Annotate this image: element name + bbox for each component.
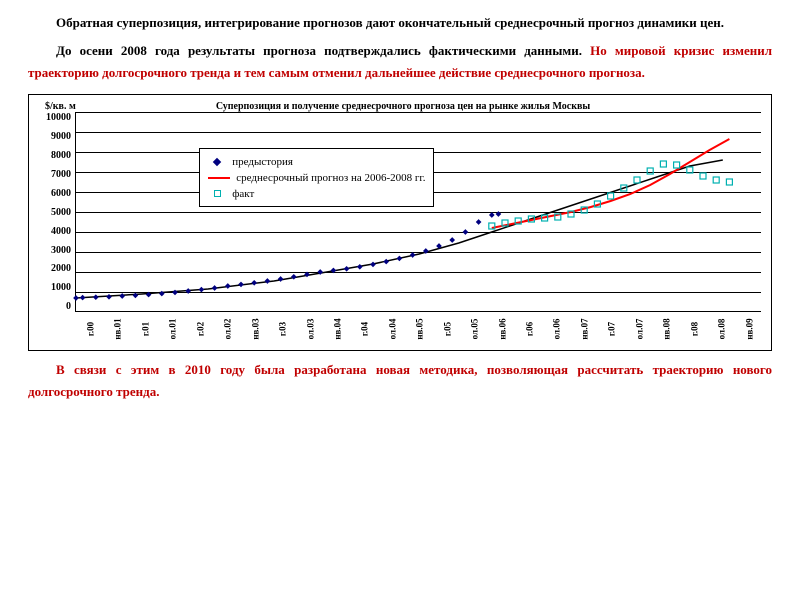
y-tick: 9000 — [51, 131, 71, 142]
legend: предыстория среднесрочный прогноз на 2006… — [199, 148, 434, 207]
legend-marker — [208, 177, 230, 179]
x-axis: г.00нв.01г.01ол.01г.02ол.02нв.03г.03ол.0… — [75, 312, 761, 346]
y-tick: 10000 — [46, 112, 71, 123]
legend-marker — [208, 190, 226, 197]
y-tick: 0 — [66, 301, 71, 312]
y-axis: 1000090008000700060005000400030002000100… — [35, 112, 75, 312]
y-axis-label: $/кв. м — [35, 101, 85, 112]
para1-text: Обратная суперпозиция, интегрирование пр… — [56, 15, 724, 30]
legend-item: факт — [208, 186, 425, 201]
legend-label: предыстория — [232, 156, 293, 168]
chart-container: $/кв. м Суперпозиция и получение среднес… — [28, 94, 772, 351]
y-tick: 6000 — [51, 188, 71, 199]
y-tick: 3000 — [51, 245, 71, 256]
para2a-text: До осени 2008 года результаты прогноза п… — [56, 43, 582, 58]
legend-item: предыстория — [208, 154, 425, 169]
chart-header: $/кв. м Суперпозиция и получение среднес… — [35, 101, 761, 112]
legend-label: факт — [232, 188, 254, 200]
plot-area: предыстория среднесрочный прогноз на 2006… — [75, 112, 761, 312]
y-tick: 1000 — [51, 282, 71, 293]
paragraph-3: В связи с этим в 2010 году была разработ… — [28, 359, 772, 403]
legend-item: среднесрочный прогноз на 2006-2008 гг. — [208, 170, 425, 185]
y-tick: 7000 — [51, 169, 71, 180]
y-tick: 8000 — [51, 150, 71, 161]
legend-label: среднесрочный прогноз на 2006-2008 гг. — [236, 172, 425, 184]
y-tick: 5000 — [51, 207, 71, 218]
svg-layer — [76, 112, 736, 312]
paragraph-2: До осени 2008 года результаты прогноза п… — [28, 40, 772, 84]
y-tick: 4000 — [51, 226, 71, 237]
y-tick: 2000 — [51, 263, 71, 274]
plot-wrap: 1000090008000700060005000400030002000100… — [35, 112, 761, 312]
paragraph-1: Обратная суперпозиция, интегрирование пр… — [28, 12, 772, 34]
para3-text: В связи с этим в 2010 году была разработ… — [28, 362, 772, 399]
x-tick: нв.09 — [730, 316, 764, 343]
legend-marker — [208, 159, 226, 165]
chart-title: Суперпозиция и получение среднесрочного … — [85, 101, 761, 112]
